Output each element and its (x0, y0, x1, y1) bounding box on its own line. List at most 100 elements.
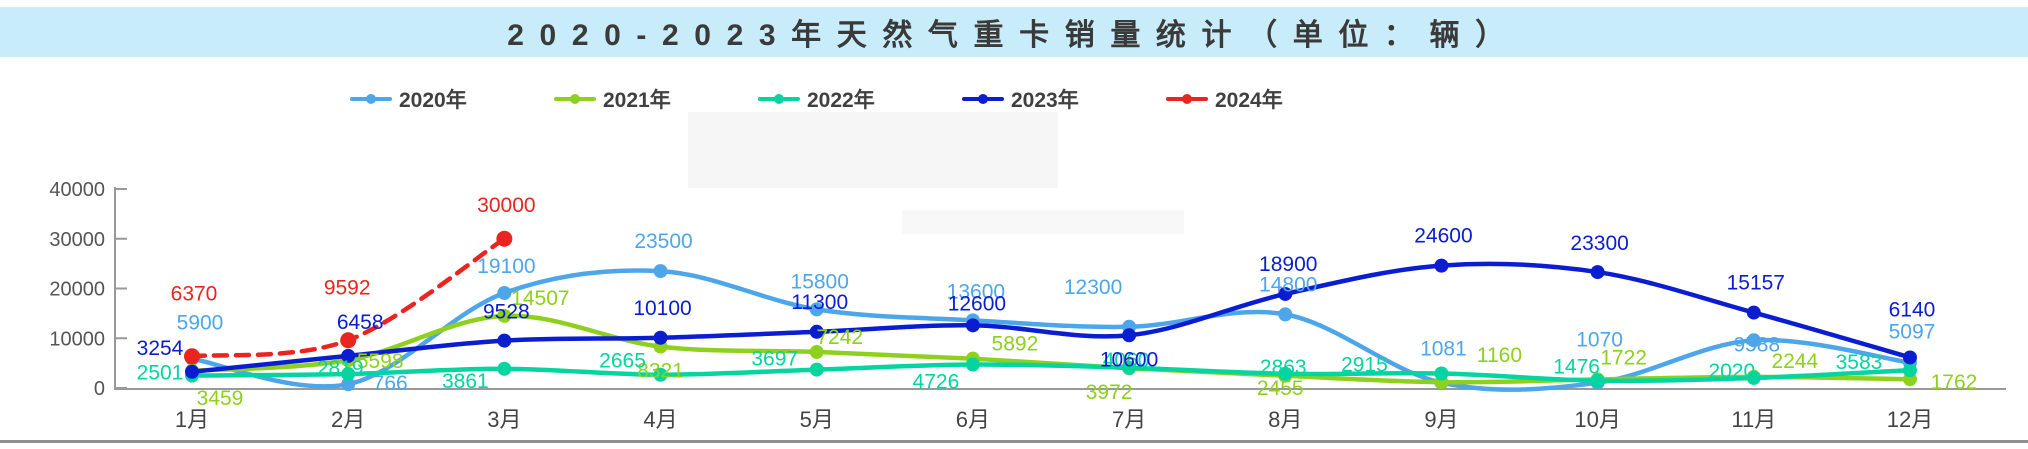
y-axis-label: 0 (94, 378, 105, 400)
x-axis-label: 4月 (643, 407, 677, 432)
data-label: 4060 (1103, 349, 1150, 372)
chart-legend: 2020年 2021年 2022年 2023年 2024年 (350, 84, 1283, 114)
legend-line-dot-icon (1166, 94, 1208, 104)
data-point (1902, 363, 1917, 378)
y-axis-label: 40000 (49, 179, 105, 201)
data-label: 9592 (324, 276, 371, 299)
x-axis-label: 11月 (1731, 407, 1776, 432)
data-point (1590, 265, 1605, 280)
data-point (341, 366, 356, 381)
data-label: 23500 (634, 230, 692, 253)
x-axis-label: 8月 (1268, 407, 1302, 432)
data-label: 2020 (1708, 360, 1755, 383)
series-2024 (184, 230, 513, 365)
data-label: 23300 (1570, 232, 1628, 255)
data-point (809, 302, 824, 317)
data-label: 2244 (1771, 350, 1818, 373)
data-label: 3254 (137, 337, 184, 360)
data-label: 11300 (791, 291, 848, 314)
data-point (341, 377, 356, 392)
series-labels-2021: 3459 5598 14507 8321 7242 5892 3972 2455 1160 172… (197, 287, 1978, 410)
data-point (341, 348, 356, 363)
data-point (1122, 360, 1137, 375)
data-point (1902, 350, 1917, 365)
legend-line-dot-icon (350, 94, 392, 104)
data-label: 2455 (1257, 377, 1304, 400)
data-label: 12300 (1064, 276, 1122, 299)
data-label: 5097 (1889, 321, 1936, 344)
data-label: 1762 (1931, 371, 1978, 394)
data-label: 10600 (1100, 348, 1158, 371)
data-point (1746, 305, 1761, 320)
x-axis-label: 7月 (1112, 407, 1146, 432)
title-bar: 2020-2023年天然气重卡销量统计（单位：辆） (0, 7, 2028, 57)
y-axis-label: 10000 (49, 328, 105, 350)
data-point (653, 330, 668, 345)
legend-line-dot-icon (962, 94, 1004, 104)
bottom-divider (0, 440, 2028, 443)
legend-item-2021[interactable]: 2021年 (554, 84, 671, 114)
data-point (965, 318, 980, 333)
data-label: 6370 (171, 282, 218, 305)
data-point (1278, 286, 1293, 301)
y-axis-label: 30000 (49, 229, 105, 251)
data-point (1434, 258, 1449, 273)
x-axis-label: 3月 (487, 407, 521, 432)
data-point (809, 344, 824, 359)
data-label: 3697 (751, 348, 798, 371)
data-point (809, 324, 824, 339)
legend-line-dot-icon (758, 94, 800, 104)
data-point (1746, 370, 1761, 385)
legend-item-2022[interactable]: 2022年 (758, 84, 875, 114)
data-label: 2863 (1260, 356, 1307, 379)
data-point (1278, 366, 1293, 381)
data-label: 2501 (137, 362, 184, 385)
data-label: 18900 (1259, 253, 1317, 276)
data-label: 1070 (1576, 329, 1623, 352)
series-labels-2022: 2501 2819 3861 2665 3697 4726 4060 2863 2915 1476… (137, 348, 1883, 394)
legend-item-2024[interactable]: 2024年 (1166, 84, 1283, 114)
data-point (340, 332, 357, 349)
data-label: 5598 (357, 350, 404, 373)
data-label: 5900 (177, 312, 224, 335)
data-label: 3861 (442, 370, 489, 393)
data-label: 15800 (791, 270, 849, 293)
legend-item-2023[interactable]: 2023年 (962, 84, 1079, 114)
data-label: 13600 (947, 280, 1005, 303)
data-label: 14507 (511, 287, 569, 310)
data-point (185, 364, 199, 379)
data-label: 8321 (637, 360, 684, 383)
data-label: 4726 (913, 370, 960, 393)
x-axis-label: 12月 (1887, 407, 1933, 432)
chart-title: 2020-2023年天然气重卡销量统计（单位：辆） (507, 19, 1521, 52)
data-label: 3459 (197, 387, 244, 410)
data-point (1746, 333, 1761, 348)
series-labels-2023: 3254 6458 9528 10100 11300 12600 10600 18900 246… (137, 225, 1936, 372)
data-point (1278, 307, 1293, 322)
legend-label: 2023年 (1011, 89, 1079, 112)
legend-item-2020[interactable]: 2020年 (350, 84, 467, 114)
data-point (809, 362, 824, 377)
data-point (965, 357, 980, 372)
data-point (184, 348, 200, 365)
data-label: 3583 (1836, 351, 1883, 374)
series-2023 (185, 258, 1917, 379)
x-axis-label: 9月 (1424, 407, 1458, 432)
data-label: 1081 (1420, 338, 1467, 361)
data-label: 19100 (477, 255, 535, 278)
data-label: 5892 (992, 333, 1039, 356)
data-point (497, 361, 512, 376)
data-point (496, 230, 513, 247)
y-axis-label: 20000 (49, 279, 105, 301)
data-label: 12600 (948, 292, 1006, 315)
data-label: 15157 (1727, 272, 1785, 295)
data-label: 7242 (816, 326, 863, 349)
data-label: 1476 (1553, 356, 1600, 379)
data-label: 2665 (599, 350, 646, 373)
data-point (1122, 328, 1137, 343)
data-label: 30000 (477, 194, 535, 217)
x-axis-label: 2月 (331, 407, 365, 432)
data-label: 10100 (633, 297, 691, 320)
data-label: 766 (373, 372, 408, 395)
